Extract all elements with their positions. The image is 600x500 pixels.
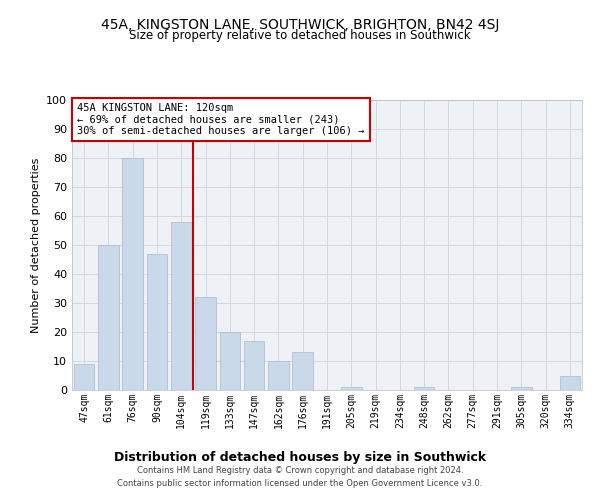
Y-axis label: Number of detached properties: Number of detached properties — [31, 158, 41, 332]
Bar — [341, 387, 362, 390]
Bar — [511, 387, 532, 390]
Text: Contains HM Land Registry data © Crown copyright and database right 2024.
Contai: Contains HM Land Registry data © Crown c… — [118, 466, 482, 487]
Bar — [146, 254, 167, 390]
Text: Distribution of detached houses by size in Southwick: Distribution of detached houses by size … — [114, 451, 486, 464]
Bar — [220, 332, 240, 390]
Text: 45A KINGSTON LANE: 120sqm
← 69% of detached houses are smaller (243)
30% of semi: 45A KINGSTON LANE: 120sqm ← 69% of detac… — [77, 103, 365, 136]
Bar — [414, 387, 434, 390]
Bar — [292, 352, 313, 390]
Text: Size of property relative to detached houses in Southwick: Size of property relative to detached ho… — [129, 29, 471, 42]
Bar — [268, 361, 289, 390]
Bar — [244, 340, 265, 390]
Bar — [195, 297, 216, 390]
Bar — [560, 376, 580, 390]
Bar — [122, 158, 143, 390]
Bar — [171, 222, 191, 390]
Bar — [74, 364, 94, 390]
Bar — [98, 245, 119, 390]
Text: 45A, KINGSTON LANE, SOUTHWICK, BRIGHTON, BN42 4SJ: 45A, KINGSTON LANE, SOUTHWICK, BRIGHTON,… — [101, 18, 499, 32]
